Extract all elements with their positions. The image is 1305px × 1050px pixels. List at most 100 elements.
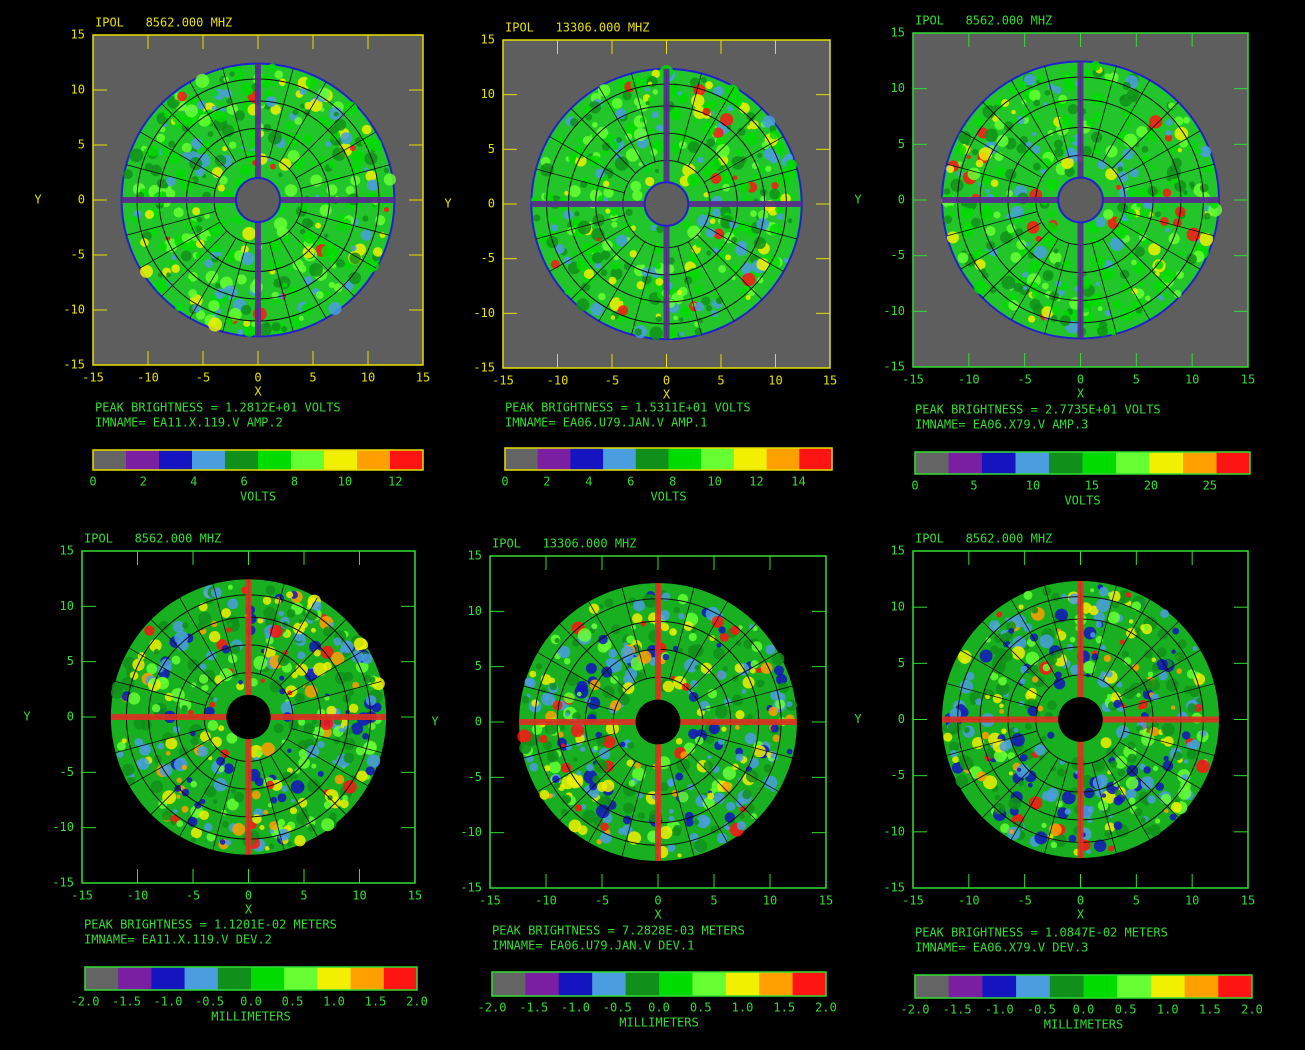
surface-patch: [1154, 722, 1159, 727]
colorbar-swatch: [1151, 975, 1185, 998]
x-tick-label: 0: [1077, 894, 1084, 908]
surface-patch: [549, 761, 561, 773]
x-tick-label: 5: [300, 889, 307, 903]
surface-patch: [263, 810, 268, 815]
surface-patch: [272, 83, 276, 87]
surface-patch: [746, 295, 751, 300]
surface-patch: [1118, 166, 1123, 171]
colorbar-swatch: [390, 450, 424, 470]
surface-patch: [663, 681, 674, 692]
surface-patch: [321, 818, 334, 831]
surface-patch: [1091, 132, 1102, 143]
surface-patch: [362, 125, 372, 135]
surface-patch: [706, 250, 711, 255]
surface-patch: [1095, 217, 1105, 227]
surface-patch: [605, 208, 610, 213]
surface-patch: [1034, 831, 1047, 844]
surface-patch: [604, 598, 613, 607]
colorbar-tick-label: 1.5: [1199, 1003, 1221, 1017]
surface-patch: [1171, 705, 1175, 709]
surface-patch: [271, 322, 280, 331]
colorbar-swatch: [1218, 975, 1252, 998]
surface-patch: [227, 599, 238, 610]
surface-patch: [215, 283, 221, 289]
y-tick-label: -15: [883, 881, 905, 895]
surface-patch: [1166, 181, 1171, 186]
surface-patch: [720, 113, 733, 126]
surface-patch: [592, 252, 603, 263]
peak-brightness: PEAK BRIGHTNESS = 2.7735E+01 VOLTS: [915, 403, 1161, 417]
surface-patch: [283, 632, 288, 637]
colorbar-swatch: [192, 450, 226, 470]
surface-patch: [188, 289, 197, 298]
surface-patch: [582, 242, 595, 255]
colorbar-swatch: [1049, 452, 1083, 474]
surface-patch: [742, 273, 756, 287]
surface-patch: [294, 117, 302, 125]
surface-patch: [1174, 116, 1183, 125]
colorbar-tick-label: -2.0: [71, 995, 100, 1009]
surface-patch: [1114, 821, 1123, 830]
surface-patch: [1158, 629, 1169, 640]
y-tick-label: -15: [52, 876, 74, 890]
surface-patch: [1182, 774, 1188, 780]
colorbar-tick-label: 1.5: [773, 1001, 795, 1015]
x-tick-label: -5: [186, 889, 200, 903]
surface-patch: [367, 179, 378, 190]
colorbar-label: MILLIMETERS: [211, 1010, 290, 1024]
colorbar-swatch: [225, 450, 259, 470]
surface-patch: [295, 768, 300, 773]
surface-patch: [367, 754, 381, 768]
surface-patch: [1161, 303, 1166, 308]
surface-patch: [1068, 104, 1078, 114]
surface-patch: [1172, 628, 1179, 635]
colorbar-tick-label: 2.0: [815, 1001, 837, 1015]
surface-patch: [234, 216, 242, 224]
surface-patch: [595, 169, 605, 179]
panel-header: IPOL 8562.000 MHZ: [84, 532, 221, 546]
surface-patch: [174, 785, 181, 792]
surface-patch: [669, 108, 681, 120]
x-tick-label: -15: [82, 371, 104, 385]
colorbar-tick-label: 2: [543, 475, 550, 489]
surface-patch: [656, 225, 664, 233]
surface-patch: [1028, 315, 1035, 322]
surface-patch: [157, 134, 166, 143]
surface-patch: [274, 217, 287, 230]
surface-patch: [270, 164, 276, 170]
y-tick-label: -10: [52, 820, 74, 834]
surface-patch: [257, 750, 262, 755]
surface-patch: [1090, 588, 1094, 592]
surface-patch: [742, 689, 747, 694]
y-tick-label: 5: [898, 137, 905, 151]
surface-patch: [1105, 145, 1117, 157]
surface-patch: [171, 264, 180, 273]
surface-patch: [229, 218, 234, 223]
surface-patch: [197, 746, 208, 757]
surface-patch: [230, 71, 235, 76]
x-tick-label: -10: [958, 373, 980, 387]
surface-patch: [219, 102, 223, 106]
colorbar-swatch: [1116, 452, 1150, 474]
surface-patch: [577, 692, 582, 697]
surface-patch: [1011, 616, 1017, 622]
colorbar-swatch: [692, 972, 726, 996]
panel: -15-10-5051015-15-10-5051015IPOL 8562.00…: [854, 14, 1255, 508]
surface-patch: [773, 735, 780, 742]
surface-patch: [384, 207, 389, 212]
surface-patch: [1109, 327, 1117, 335]
surface-patch: [611, 222, 617, 228]
surface-patch: [677, 853, 681, 857]
surface-patch: [278, 819, 285, 826]
surface-patch: [198, 114, 211, 127]
surface-patch: [1152, 658, 1157, 663]
colorbar-swatch: [570, 448, 603, 470]
surface-patch: [344, 101, 358, 115]
surface-patch: [291, 799, 295, 803]
surface-patch: [1166, 130, 1172, 136]
surface-patch: [650, 327, 663, 340]
surface-patch: [710, 100, 717, 107]
colorbar-swatch: [1016, 452, 1050, 474]
surface-patch: [768, 707, 778, 717]
surface-patch: [750, 233, 755, 238]
